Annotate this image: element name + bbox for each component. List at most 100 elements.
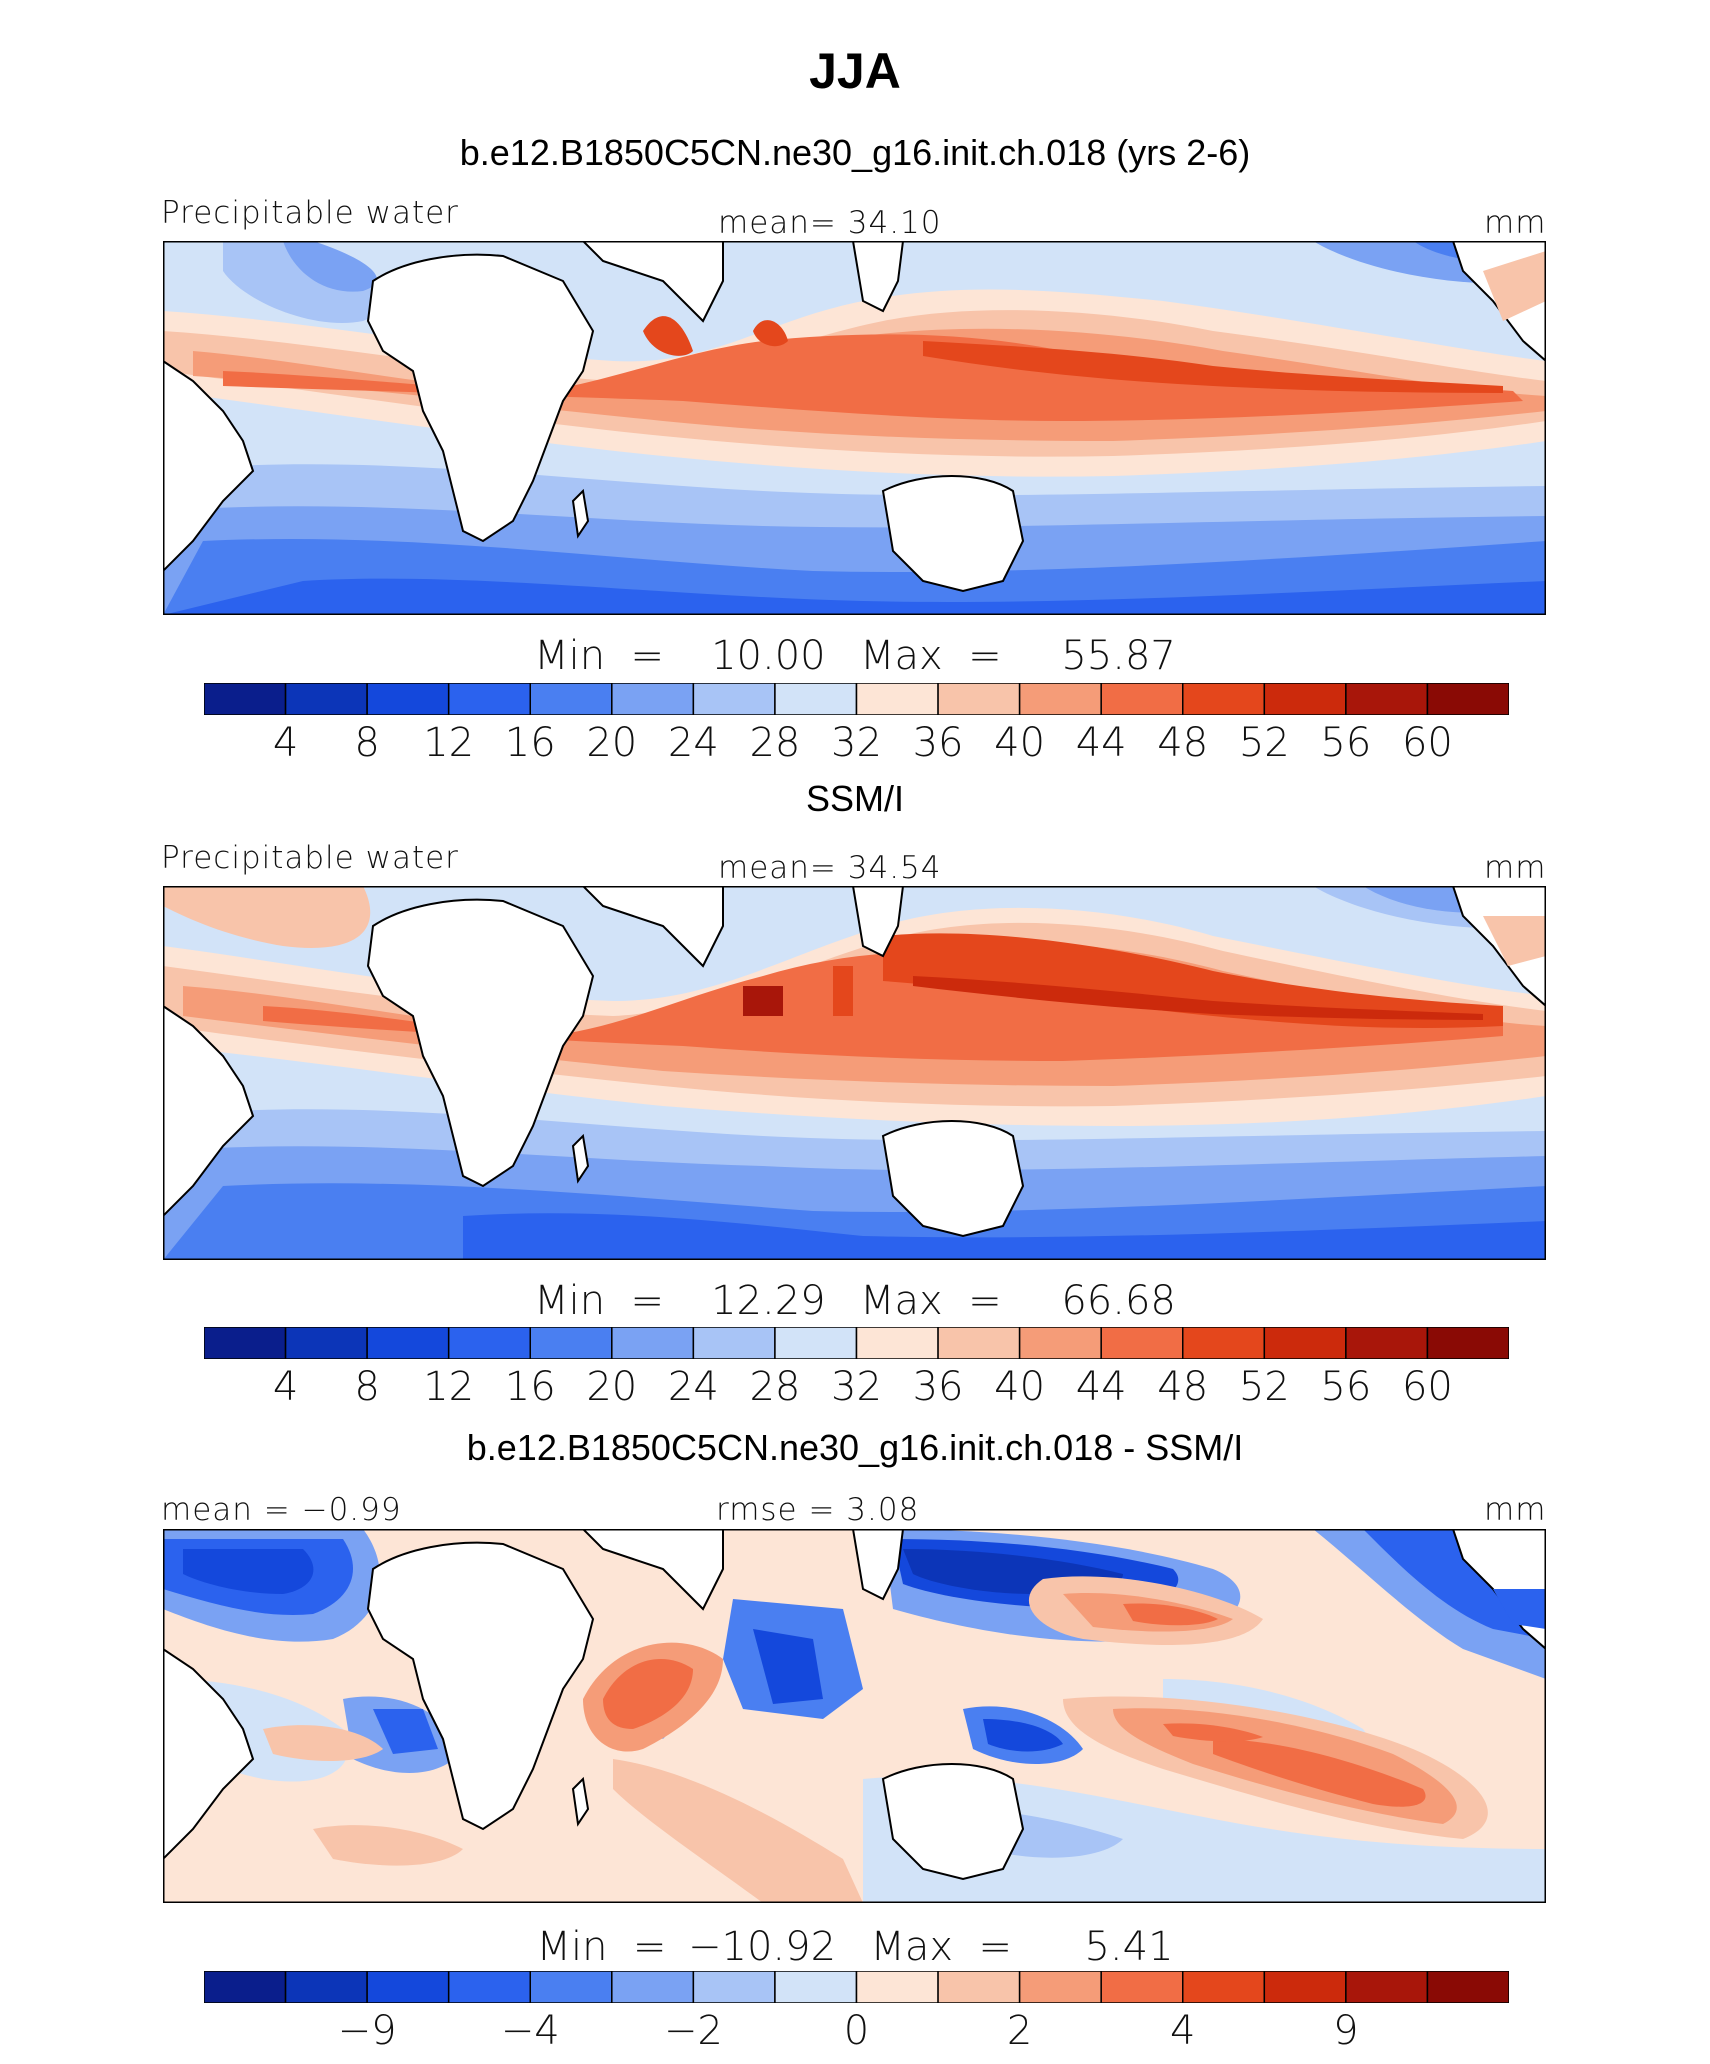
colorbar-swatch — [366, 683, 450, 715]
colorbar-swatch — [204, 1971, 287, 2003]
panel-3-colorbar — [204, 1971, 1509, 2003]
colorbar-swatch — [1100, 1971, 1184, 2003]
colorbar-tick-label: 36 — [912, 1364, 964, 1410]
panel-3-min-value: −10.92 — [687, 1924, 837, 1970]
panel-3-minmax: Min = −10.92 Max = 5.41 — [0, 1924, 1710, 1970]
colorbar-tick-label: 52 — [1238, 720, 1290, 766]
colorbar-swatch — [204, 1327, 287, 1359]
panel-2-mean-label: mean= 34.54 — [718, 850, 942, 886]
colorbar-swatch — [284, 1971, 368, 2003]
colorbar-swatch — [1018, 683, 1102, 715]
colorbar-swatch — [529, 1971, 613, 2003]
colorbar-tick-label: 12 — [423, 720, 475, 766]
colorbar-swatch — [284, 1327, 368, 1359]
colorbar-swatch — [1100, 1327, 1184, 1359]
panel-2-minmax: Min = 12.29 Max = 66.68 — [0, 1278, 1710, 1324]
colorbar-tick-label: 8 — [354, 1364, 380, 1410]
panel-1-min-label: Min = — [534, 633, 665, 679]
colorbar-tick-label: 60 — [1401, 1364, 1453, 1410]
panel-3-max-label: Max = — [870, 1924, 1012, 1970]
colorbar-tick-label: 48 — [1157, 720, 1209, 766]
colorbar-swatch — [774, 683, 858, 715]
colorbar-tick-label: 36 — [912, 720, 964, 766]
colorbar-swatch — [692, 1971, 776, 2003]
colorbar-tick-label: 2 — [1006, 2008, 1033, 2054]
colorbar-swatch — [1182, 1971, 1266, 2003]
colorbar-swatch — [1426, 1327, 1509, 1359]
colorbar-tick-label: 28 — [749, 1364, 801, 1410]
colorbar-swatch — [204, 683, 287, 715]
panel-2-units-label: mm — [1484, 850, 1547, 886]
colorbar-swatch — [366, 1327, 450, 1359]
colorbar-swatch — [1263, 683, 1347, 715]
colorbar-swatch — [774, 1327, 858, 1359]
panel-2-colorbar-labels: 4 8 12 16 20 24 28 32 36 40 44 48 52 56 60 — [204, 1364, 1509, 1410]
colorbar-tick-label: 16 — [504, 1364, 556, 1410]
colorbar-swatch — [447, 1971, 531, 2003]
panel-3-colorbar-labels: −9 −4 −2 0 2 4 9 — [204, 2008, 1509, 2054]
colorbar-swatch — [529, 1327, 613, 1359]
panel-2-min-value: 12.29 — [711, 1278, 826, 1324]
colorbar-tick-label: 24 — [667, 720, 719, 766]
panel-2-max-value: 66.68 — [1061, 1278, 1176, 1324]
colorbar-swatch — [1263, 1971, 1347, 2003]
colorbar-swatch — [855, 1971, 939, 2003]
colorbar-swatch — [284, 683, 368, 715]
colorbar-tick-label: 0 — [843, 2008, 870, 2054]
colorbar-swatch — [611, 683, 695, 715]
colorbar-swatch — [611, 1327, 695, 1359]
panel-3-map — [163, 1529, 1546, 1903]
panel-1-max-label: Max = — [859, 633, 1002, 679]
colorbar-tick-label: 20 — [586, 1364, 638, 1410]
colorbar-swatch — [1182, 1327, 1266, 1359]
colorbar-tick-label: 16 — [504, 720, 556, 766]
colorbar-tick-label: 24 — [667, 1364, 719, 1410]
colorbar-swatch — [774, 1971, 858, 2003]
colorbar-tick-label: 44 — [1075, 720, 1127, 766]
colorbar-tick-label: −2 — [663, 2008, 723, 2054]
panel-2-max-label: Max = — [859, 1278, 1002, 1324]
colorbar-tick-label: 4 — [1170, 2008, 1196, 2054]
panel-1-title: b.e12.B1850C5CN.ne30_g16.init.ch.018 (yr… — [459, 132, 1251, 173]
panel-3-rmse-label: rmse = 3.08 — [716, 1492, 920, 1528]
panel-1-minmax: Min = 10.00 Max = 55.87 — [0, 633, 1710, 679]
panel-1-min-value: 10.00 — [711, 633, 826, 679]
panel-1-units-label: mm — [1484, 205, 1547, 241]
colorbar-swatch — [1100, 683, 1184, 715]
colorbar-tick-label: 48 — [1157, 1364, 1209, 1410]
colorbar-swatch — [1426, 1971, 1509, 2003]
colorbar-tick-label: 40 — [994, 1364, 1046, 1410]
colorbar-tick-label: 4 — [272, 720, 299, 766]
colorbar-swatch — [1263, 1327, 1347, 1359]
panel-2-title: SSM/I — [805, 778, 904, 819]
figure-title: JJA — [809, 43, 901, 99]
colorbar-swatch — [1345, 1327, 1429, 1359]
panel-2-variable-label: Precipitable water — [161, 840, 459, 876]
colorbar-swatch — [937, 1327, 1021, 1359]
colorbar-swatch — [447, 683, 531, 715]
colorbar-swatch — [1426, 683, 1509, 715]
colorbar-tick-label: 56 — [1320, 720, 1372, 766]
colorbar-tick-label: 56 — [1320, 1364, 1372, 1410]
colorbar-swatch — [529, 683, 613, 715]
colorbar-tick-label: −4 — [500, 2008, 560, 2054]
panel-1-max-value: 55.87 — [1061, 633, 1176, 679]
panel-1-colorbar — [204, 683, 1509, 715]
colorbar-swatch — [692, 1327, 776, 1359]
colorbar-tick-label: 4 — [272, 1364, 299, 1410]
colorbar-swatch — [1018, 1327, 1102, 1359]
colorbar-swatch — [1345, 1971, 1429, 2003]
colorbar-tick-label: −9 — [337, 2008, 397, 2054]
colorbar-tick-label: 44 — [1075, 1364, 1127, 1410]
panel-2-map — [163, 886, 1546, 1260]
colorbar-swatch — [855, 1327, 939, 1359]
colorbar-tick-label: 28 — [749, 720, 801, 766]
panel-2-min-label: Min = — [534, 1278, 665, 1324]
panel-2-colorbar — [204, 1327, 1509, 1359]
colorbar-swatch — [611, 1971, 695, 2003]
panel-3-title: b.e12.B1850C5CN.ne30_g16.init.ch.018 - S… — [466, 1427, 1244, 1468]
colorbar-swatch — [937, 683, 1021, 715]
panel-1-map — [163, 241, 1546, 615]
panel-3-mean-label: mean = −0.99 — [161, 1492, 402, 1528]
colorbar-tick-label: 12 — [423, 1364, 475, 1410]
